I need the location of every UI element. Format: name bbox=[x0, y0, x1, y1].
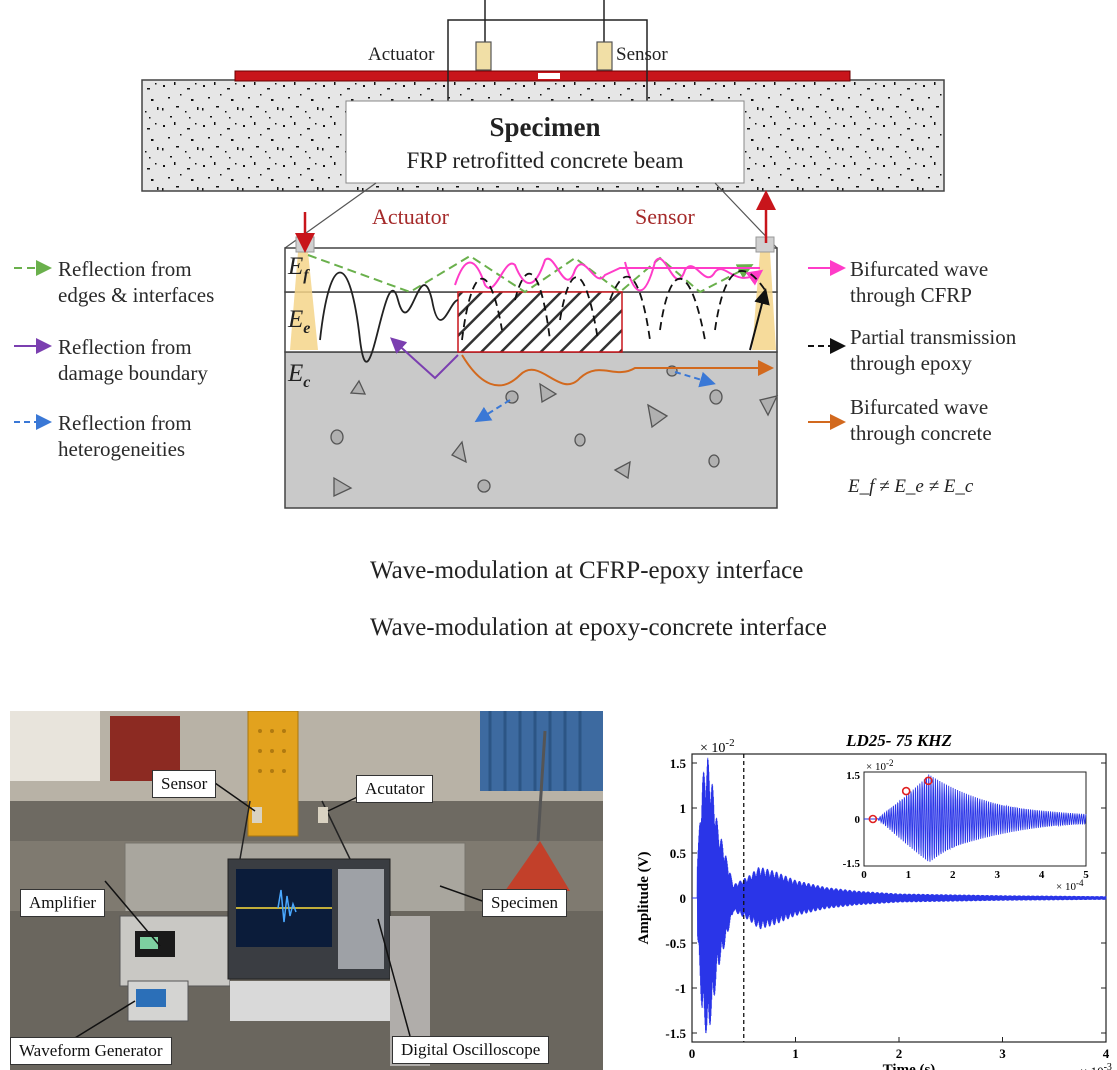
photo-label-actuator: Acutator bbox=[356, 775, 434, 803]
sensor-transducer bbox=[596, 41, 613, 71]
setup-scene bbox=[10, 711, 603, 1070]
signal-chart: LD25- 75 KHZ Amplitude (V) Time (s) × 10-2 ×… bbox=[636, 731, 1112, 1070]
modulus-inequality: E_f ≠ E_e ≠ E_c bbox=[848, 476, 974, 497]
actuator-transducer bbox=[475, 41, 492, 71]
inset-x-tick-label: 0 bbox=[861, 869, 867, 881]
photo-label-amplifier: Amplifier bbox=[20, 889, 106, 917]
specimen-subtitle: FRP retrofitted concrete beam bbox=[406, 148, 684, 173]
x-tick-label: 4 bbox=[1103, 1046, 1110, 1061]
cfrp-wave bbox=[454, 257, 760, 289]
inset-x-tick-label: 5 bbox=[1083, 869, 1089, 881]
y-axis-label: Amplitude (V) bbox=[636, 852, 652, 945]
y-tick-label: -1.5 bbox=[665, 1026, 686, 1041]
y-tick-label: -0.5 bbox=[665, 936, 686, 951]
damage-zone bbox=[457, 291, 623, 353]
legend-heterogeneity-reflection: Reflection from heterogeneities bbox=[58, 411, 192, 461]
inset-x-tick-label: 4 bbox=[1039, 869, 1045, 881]
layer-label-epoxy: Ee bbox=[288, 306, 311, 337]
inset-y-tick-label: -1.5 bbox=[843, 858, 861, 870]
epoxy-black-wave bbox=[319, 271, 459, 363]
inset-marker bbox=[901, 786, 911, 796]
photo-label-sensor: Sensor bbox=[152, 770, 217, 798]
y-tick-label: 0.5 bbox=[670, 846, 687, 861]
inset-x-tick-label: 3 bbox=[994, 869, 1000, 881]
edge-reflection-path bbox=[307, 254, 754, 294]
specimen-title: Specimen bbox=[489, 112, 601, 142]
x-axis-label: Time (s) bbox=[883, 1062, 936, 1070]
legend-edge-reflection: Reflection from edges & interfaces bbox=[58, 257, 215, 307]
x-tick-label: 1 bbox=[792, 1046, 799, 1061]
modulation-cfrp-epoxy-text: Wave-modulation at CFRP-epoxy interface bbox=[370, 557, 804, 584]
damage-reflection bbox=[390, 337, 459, 380]
inset-marker bbox=[924, 776, 933, 786]
y-exponent: × 10-2 bbox=[700, 737, 735, 756]
modulation-epoxy-concrete-text: Wave-modulation at epoxy-concrete interf… bbox=[370, 614, 827, 641]
y-tick-label: 1.5 bbox=[670, 756, 687, 771]
inset-marker bbox=[868, 814, 878, 824]
beam-diagram bbox=[14, 0, 945, 509]
photo-label-oscilloscope: Digital Oscilloscope bbox=[392, 1036, 550, 1064]
inset-y-tick-label: 1.5 bbox=[846, 770, 860, 782]
section-sensor-label: Sensor bbox=[635, 204, 695, 229]
photo-label-waveform-generator: Waveform Generator bbox=[10, 1037, 172, 1065]
inset-y-tick-label: 0 bbox=[855, 814, 861, 826]
legend-damage-reflection: Reflection from damage boundary bbox=[58, 335, 208, 385]
legend-cfrp-wave: Bifurcated wave through CFRP bbox=[850, 257, 989, 307]
y-tick-label: -1 bbox=[675, 981, 686, 996]
chart-title: LD25- 75 KHZ bbox=[845, 731, 952, 750]
legend-concrete-wave: Bifurcated wave through concrete bbox=[850, 395, 992, 445]
legend-epoxy-transmission: Partial transmission through epoxy bbox=[850, 325, 1017, 375]
beam-sensor-label: Sensor bbox=[616, 44, 668, 65]
inset-x-tick-label: 2 bbox=[950, 869, 956, 881]
section-frp bbox=[284, 247, 778, 293]
photo-label-specimen: Specimen bbox=[482, 889, 568, 917]
x-tick-label: 2 bbox=[896, 1046, 903, 1061]
concrete-wave bbox=[461, 354, 774, 387]
y-tick-label: 0 bbox=[680, 891, 687, 906]
section-concrete bbox=[284, 351, 778, 509]
inset-x-tick-label: 1 bbox=[906, 869, 912, 881]
x-tick-label: 0 bbox=[689, 1046, 696, 1061]
x-exponent: × 10-3 bbox=[1080, 1062, 1112, 1070]
x-tick-label: 3 bbox=[999, 1046, 1006, 1061]
aggregates bbox=[330, 365, 779, 498]
inset-signal-line bbox=[864, 774, 1087, 862]
experimental-setup-photo: Sensor Acutator Amplifier Specimen Wavef… bbox=[10, 711, 603, 1070]
layer-label-frp: Ef bbox=[288, 253, 309, 284]
beam-actuator-label: Actuator bbox=[368, 44, 435, 65]
section-actuator-label: Actuator bbox=[372, 204, 449, 229]
layer-label-concrete: Ec bbox=[288, 360, 311, 391]
y-tick-label: 1 bbox=[680, 801, 687, 816]
